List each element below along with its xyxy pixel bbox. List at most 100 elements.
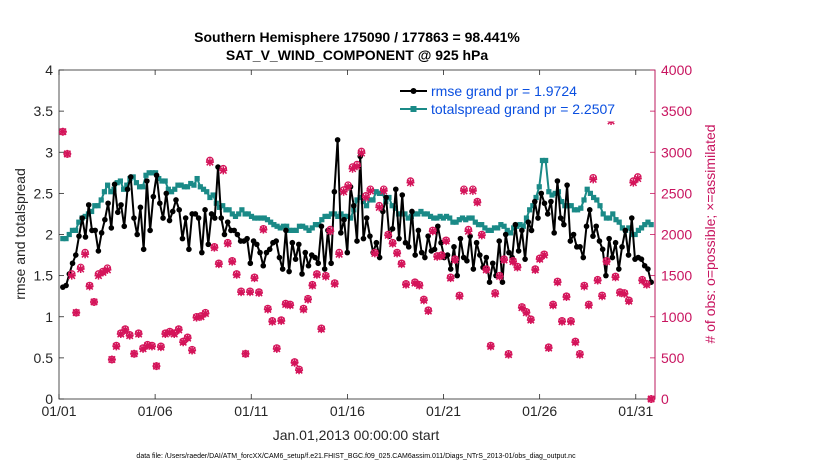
totalspread-point — [360, 199, 366, 205]
totalspread-point — [197, 184, 203, 190]
rmse-point — [405, 244, 412, 250]
obs-assimilated-point — [103, 265, 112, 274]
totalspread-point — [303, 225, 309, 231]
totalspread-point — [149, 170, 155, 176]
rmse-point — [98, 230, 105, 236]
x-tick-label: 01/26 — [522, 403, 557, 419]
totalspread-point — [418, 208, 424, 215]
rmse-point — [586, 207, 593, 213]
y-right-tick-label: 1000 — [661, 309, 692, 325]
obs-assimilated-point — [295, 366, 304, 375]
obs-assimilated-point — [384, 231, 393, 240]
rmse-point — [105, 200, 111, 207]
totalspread-point — [459, 215, 466, 221]
obs-assimilated-point — [388, 239, 397, 248]
rmse-point — [528, 227, 535, 234]
obs-assimilated-point — [642, 280, 651, 289]
obs-assimilated-point — [589, 175, 598, 184]
rmse-point — [396, 235, 402, 242]
totalspread-point — [440, 215, 446, 221]
obs-assimilated-point — [201, 309, 210, 318]
totalspread-point — [335, 213, 341, 220]
obs-assimilated-point — [473, 198, 482, 207]
rmse-point — [173, 197, 179, 203]
rmse-point — [144, 178, 150, 184]
obs-assimilated-point — [344, 182, 353, 191]
totalspread-point — [271, 222, 277, 228]
obs-assimilated-point — [535, 255, 544, 264]
rmse-point — [583, 223, 590, 230]
rmse-point — [580, 254, 587, 261]
rmse-point — [522, 256, 528, 262]
totalspread-point — [316, 222, 322, 228]
rmse-point — [470, 266, 477, 272]
totalspread-point — [146, 170, 152, 176]
y-right-tick-label: 2000 — [661, 227, 692, 243]
totalspread-point — [619, 225, 625, 231]
obs-assimilated-point — [188, 346, 197, 355]
obs-assimilated-point — [299, 305, 308, 314]
totalspread-point — [447, 215, 453, 221]
totalspread-point — [63, 236, 69, 242]
obs-assimilated-point — [566, 317, 575, 326]
totalspread-point — [325, 213, 331, 220]
totalspread-point — [178, 182, 184, 188]
rmse-point — [425, 233, 431, 239]
totalspread-point — [594, 197, 600, 203]
rmse-point — [457, 235, 464, 242]
totalspread-point — [363, 203, 370, 209]
rmse-point — [253, 241, 260, 248]
rmse-point — [221, 231, 228, 238]
totalspread-point — [165, 186, 171, 192]
rmse-point — [182, 215, 189, 221]
totalspread-point — [482, 225, 488, 231]
totalspread-point — [405, 215, 411, 221]
y-right-tick-label: 3000 — [661, 144, 692, 160]
totalspread-point — [431, 215, 437, 221]
totalspread-point — [606, 215, 613, 221]
rmse-point — [331, 188, 338, 195]
totalspread-point — [300, 223, 306, 229]
totalspread-point — [578, 205, 584, 211]
obs-assimilated-point — [402, 280, 411, 289]
rmse-point — [127, 174, 134, 180]
totalspread-point — [108, 189, 114, 195]
totalspread-point — [386, 194, 392, 201]
totalspread-point — [175, 182, 181, 188]
obs-assimilated-point — [531, 265, 540, 274]
rmse-point — [69, 260, 76, 267]
totalspread-point — [584, 186, 590, 192]
rmse-point — [389, 225, 396, 232]
obs-assimilated-point — [214, 260, 223, 269]
totalspread-point — [437, 213, 443, 220]
totalspread-point — [632, 231, 638, 238]
rmse-point — [328, 260, 334, 267]
rmse-point — [218, 215, 225, 221]
totalspread-point — [642, 222, 648, 228]
obs-assimilated-point — [116, 330, 125, 339]
obs-assimilated-point — [624, 297, 633, 306]
obs-assimilated-point — [339, 187, 348, 196]
totalspread-point — [322, 213, 328, 220]
obs-assimilated-point — [134, 330, 143, 339]
totalspread-point — [591, 194, 597, 201]
totalspread-point — [367, 197, 373, 203]
totalspread-point — [488, 227, 494, 233]
rmse-point — [444, 252, 451, 258]
totalspread-point — [280, 223, 287, 229]
obs-assimilated-point — [143, 341, 152, 350]
obs-assimilated-point — [638, 276, 647, 285]
rmse-point — [525, 219, 532, 225]
totalspread-point — [101, 189, 108, 195]
obs-assimilated-point — [107, 355, 116, 364]
obs-assimilated-point — [281, 300, 290, 309]
rmse-point — [134, 231, 140, 238]
rmse-point — [570, 231, 577, 238]
rmse-point — [606, 235, 612, 242]
obs-assimilated-point — [321, 272, 330, 281]
rmse-point — [383, 194, 389, 201]
rmse-point — [577, 244, 583, 250]
totalspread-point — [274, 223, 280, 229]
rmse-point — [124, 186, 131, 193]
legend-spread-marker — [410, 106, 417, 112]
